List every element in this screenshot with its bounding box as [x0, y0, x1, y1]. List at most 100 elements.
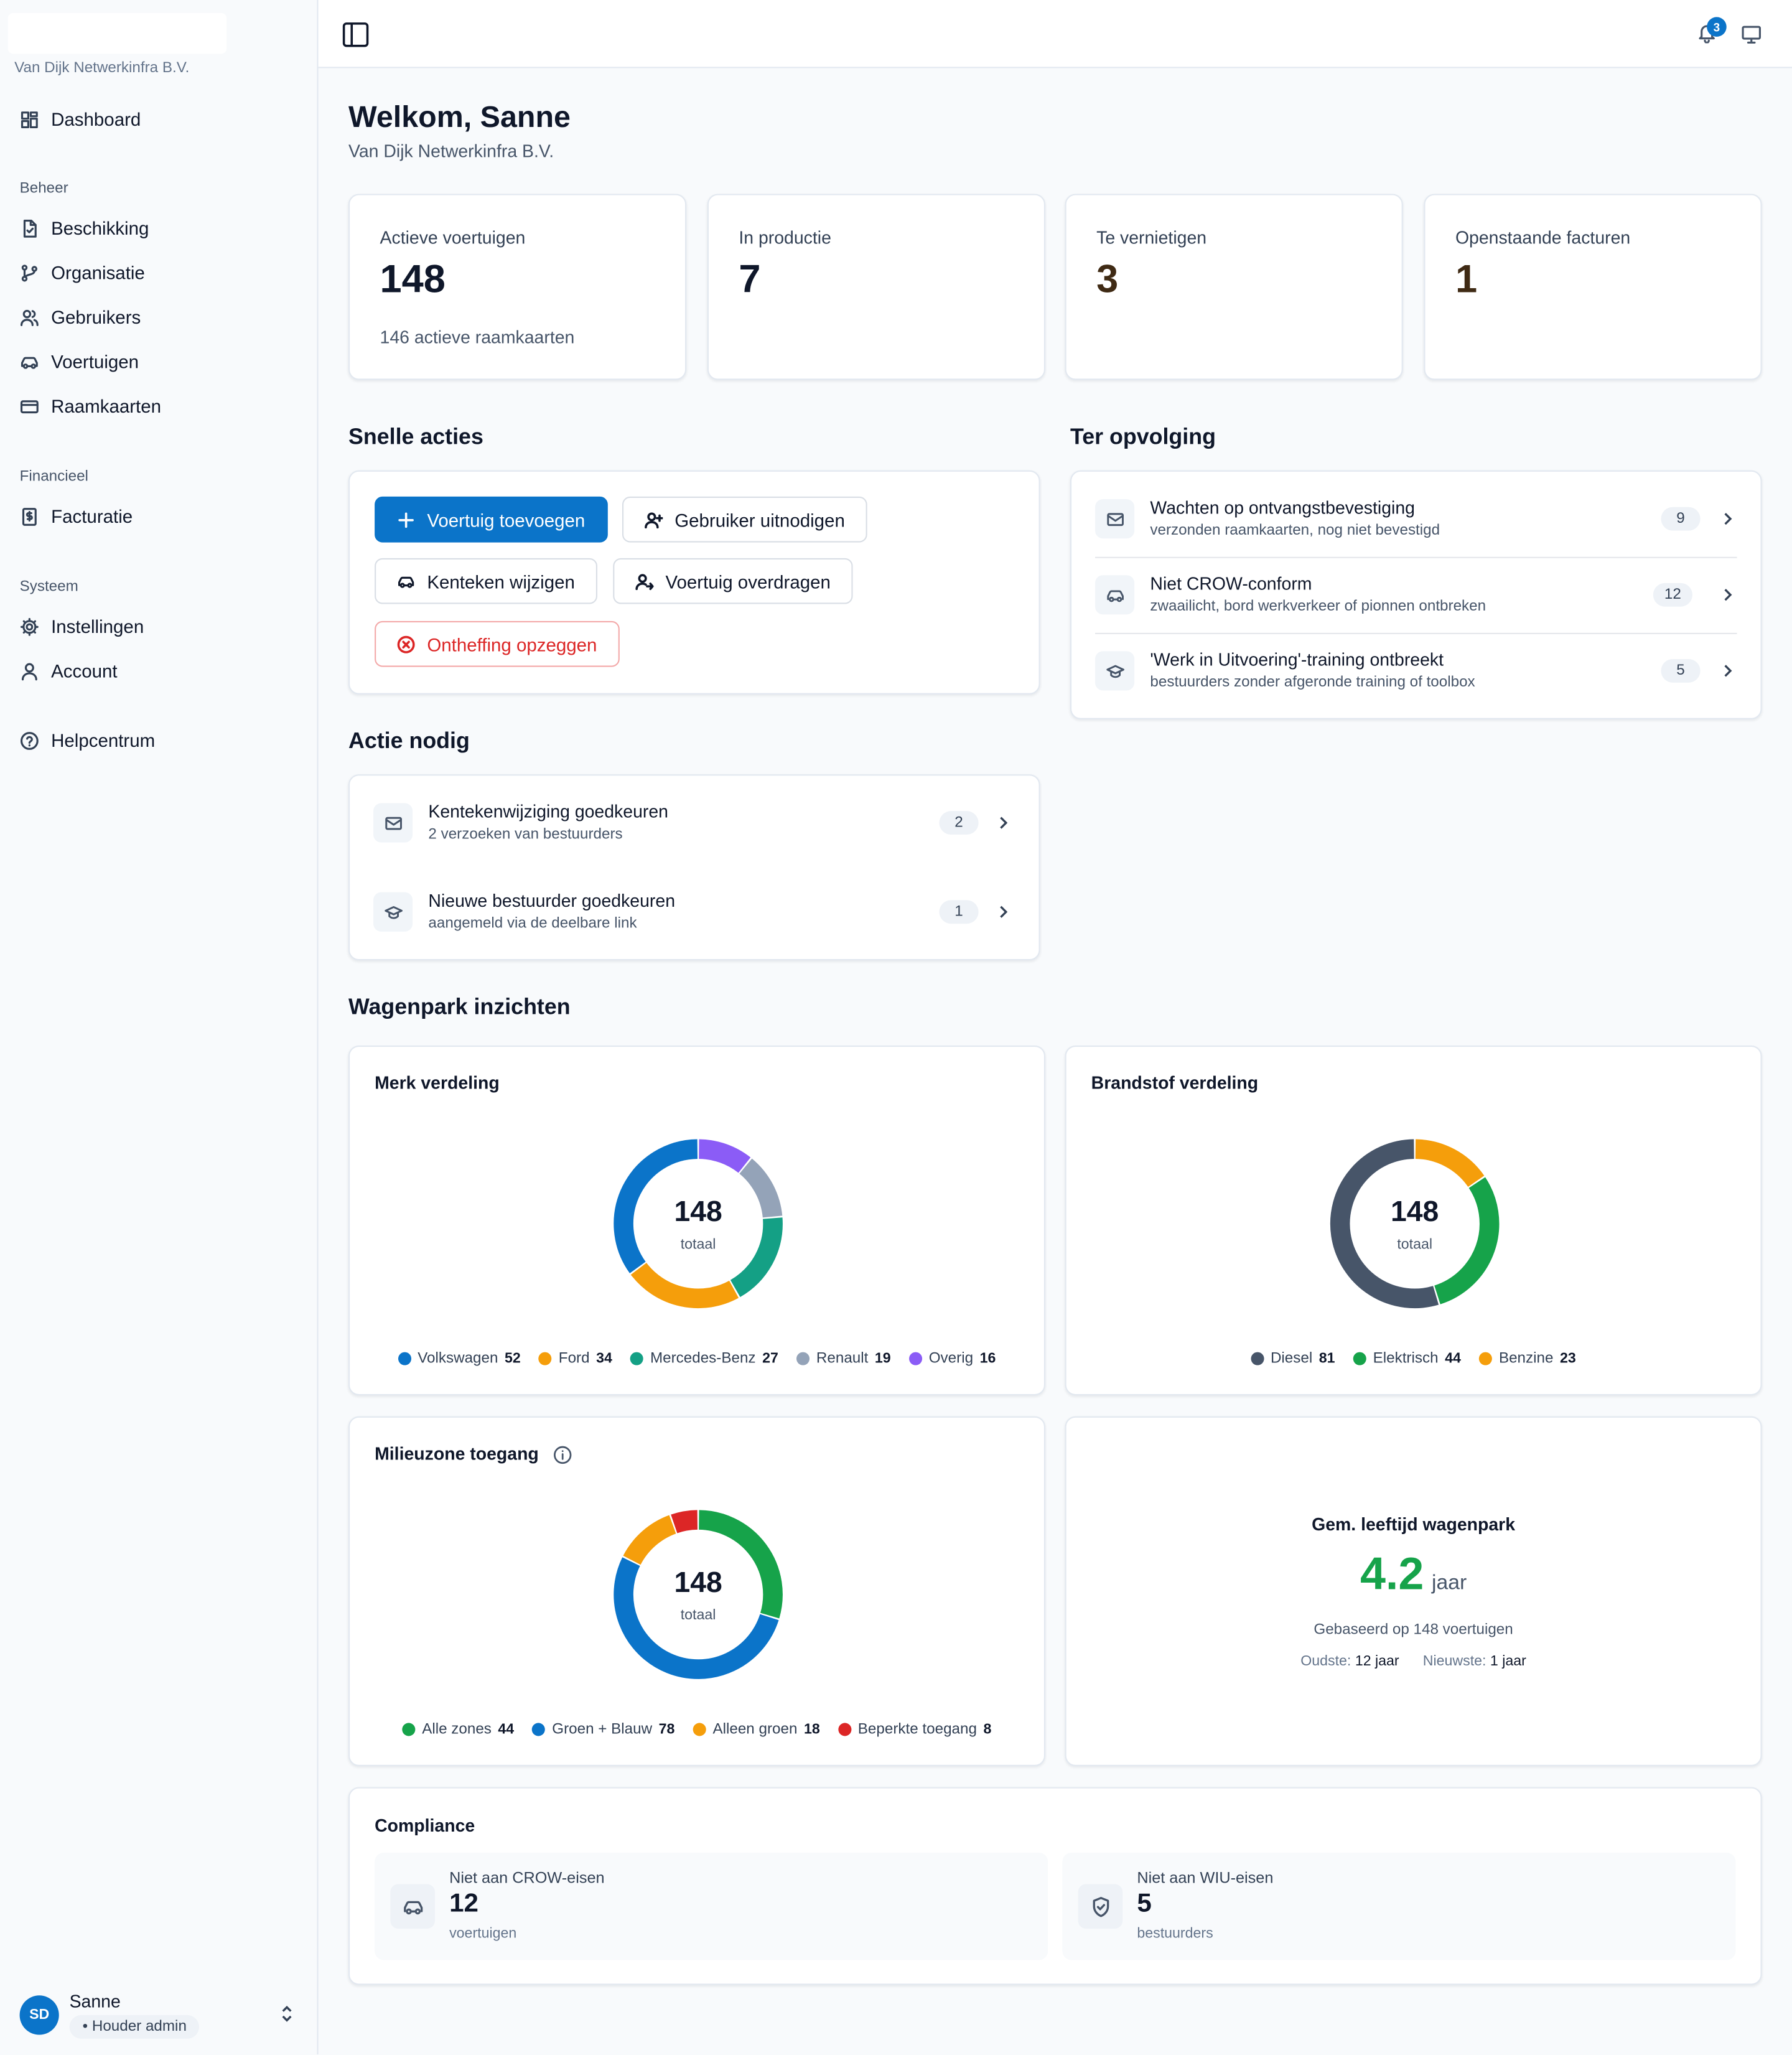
legend-item: Diesel 81	[1251, 1351, 1335, 1367]
sidebar-item-account[interactable]: Account	[20, 657, 118, 685]
legend-item: Groen + Blauw 78	[532, 1721, 675, 1738]
sidebar-item-organisatie[interactable]: Organisatie	[20, 258, 145, 287]
sidebar-section-financieel: Financieel	[19, 469, 88, 485]
add-vehicle-button[interactable]: Voertuig toevoegen	[375, 496, 608, 543]
change-plate-button[interactable]: Kenteken wijzigen	[375, 558, 597, 604]
action-needed-title: Actie nodig	[348, 728, 470, 754]
donut-slice-alleen-groen[interactable]	[623, 1515, 676, 1565]
follow-up-item[interactable]: Wachten op ontvangstbevestiging verzonde…	[1094, 482, 1737, 558]
sidebar-item-label: Raamkaarten	[51, 395, 162, 417]
button-label: Kenteken wijzigen	[427, 570, 575, 592]
legend-value: 19	[874, 1350, 891, 1367]
legend-item: Elektrisch 44	[1353, 1351, 1461, 1367]
action-item[interactable]: Kentekenwijziging goedkeuren 2 verzoeken…	[373, 786, 1015, 862]
legend-label: Elektrisch	[1373, 1350, 1439, 1367]
sidebar-item-raamkaarten[interactable]: Raamkaarten	[20, 391, 161, 420]
card-icon	[20, 400, 39, 413]
count-badge: 1	[939, 900, 979, 924]
donut-slice-overig[interactable]	[698, 1139, 751, 1173]
chevrons-up-down-icon[interactable]	[278, 2005, 296, 2023]
zone-donut-chart	[614, 1510, 783, 1679]
age-min-max: Oudste: 12 jaar Nieuwste: 1 jaar	[1066, 1654, 1761, 1669]
follow-up-item[interactable]: Niet CROW-conform zwaailicht, bord werkv…	[1094, 558, 1737, 634]
git-branch-icon	[21, 264, 37, 281]
chevron-right-icon	[1724, 665, 1732, 677]
sidebar-item-helpcentrum[interactable]: Helpcentrum	[20, 726, 155, 754]
stat-card-active-vehicles: Actieve voertuigen 148 146 actieve raamk…	[348, 194, 687, 380]
logo[interactable]	[7, 13, 227, 54]
invite-user-button[interactable]: Gebruiker uitnodigen	[622, 496, 867, 543]
legend-dot	[532, 1723, 546, 1736]
sidebar-item-label: Voertuigen	[51, 351, 139, 372]
chart-title: Milieuzone toegang	[375, 1443, 539, 1464]
donut-slice-volkswagen[interactable]	[614, 1139, 698, 1273]
sidebar-item-voertuigen[interactable]: Voertuigen	[20, 347, 139, 376]
follow-up-item[interactable]: 'Werk in Uitvoering'-training ontbreekt …	[1094, 634, 1737, 710]
info-icon[interactable]	[553, 1445, 572, 1465]
legend-value: 78	[658, 1721, 675, 1738]
cancel-exemption-button[interactable]: Ontheffing opzeggen	[375, 620, 620, 667]
comp-unit: voertuigen	[449, 1926, 517, 1942]
donut-slice-renault[interactable]	[739, 1158, 783, 1218]
donut-slice-alle-zones[interactable]	[698, 1510, 783, 1619]
donut-slice-elektrisch[interactable]	[1434, 1177, 1500, 1304]
donut-slice-beperkte-toegang[interactable]	[671, 1510, 698, 1533]
transfer-vehicle-button[interactable]: Voertuig overdragen	[613, 558, 853, 604]
sidebar-section-systeem: Systeem	[19, 579, 78, 595]
legend-item: Mercedes-Benz 27	[630, 1351, 778, 1367]
compliance-crow: Niet aan CROW-eisen 12 voertuigen	[375, 1852, 1048, 1960]
mail-icon	[385, 816, 401, 830]
graduation-cap-icon	[1106, 664, 1124, 678]
legend-value: 44	[1445, 1350, 1461, 1367]
donut-slice-groen-blauw[interactable]	[614, 1557, 779, 1679]
quick-actions-card: Voertuig toevoegen Gebruiker uitnodigen …	[348, 470, 1040, 695]
comp-icon-wrapper	[390, 1884, 435, 1929]
car-icon	[21, 356, 38, 368]
oldest-value: 12 jaar	[1355, 1653, 1399, 1670]
row-desc: verzonden raamkaarten, nog niet bevestig…	[1150, 522, 1440, 539]
users-icon	[20, 309, 39, 325]
donut-slice-mercedes-benz[interactable]	[730, 1217, 783, 1298]
sidebar-item-beschikking[interactable]: Beschikking	[20, 213, 149, 242]
sidebar-toggle-icon[interactable]	[342, 21, 369, 49]
follow-up-title: Ter opvolging	[1070, 424, 1216, 450]
sidebar-item-label: Instellingen	[51, 616, 144, 637]
donut-slice-diesel[interactable]	[1330, 1139, 1439, 1309]
sidebar-item-label: Beschikking	[51, 217, 149, 239]
mail-icon	[1106, 512, 1123, 526]
stat-sub: 146 actieve raamkaarten	[380, 327, 575, 347]
row-desc: 2 verzoeken van bestuurders	[428, 826, 623, 843]
count-badge: 5	[1661, 658, 1701, 683]
donut-total-label: totaal	[680, 1237, 716, 1253]
compliance-card: Compliance Niet aan CROW-eisen 12 voertu…	[348, 1787, 1762, 1985]
sidebar-item-dashboard[interactable]: Dashboard	[20, 105, 141, 133]
user-menu[interactable]: SD Sanne • Houder admin	[19, 1989, 302, 2041]
sidebar-item-facturatie[interactable]: Facturatie	[20, 502, 133, 530]
stat-card-open-invoices: Openstaande facturen 1	[1424, 194, 1762, 380]
legend-dot	[398, 1352, 411, 1365]
count-badge: 2	[939, 811, 979, 835]
legend-label: Diesel	[1270, 1350, 1313, 1367]
shield-check-icon	[1092, 1896, 1109, 1917]
action-item[interactable]: Nieuwe bestuurder goedkeuren aangemeld v…	[373, 875, 1015, 951]
legend-label: Alleen groen	[712, 1721, 798, 1738]
donut-slice-ford[interactable]	[630, 1262, 739, 1309]
stat-label: Actieve voertuigen	[380, 228, 526, 248]
monitor-icon[interactable]	[1741, 24, 1762, 45]
legend-dot	[1479, 1352, 1493, 1365]
sidebar: Van Dijk Netwerkinfra B.V. Dashboard Beh…	[0, 0, 319, 2055]
legend-dot	[796, 1352, 810, 1365]
receipt-icon	[22, 507, 37, 525]
car-icon	[398, 576, 414, 587]
sidebar-item-instellingen[interactable]: Instellingen	[20, 612, 144, 640]
legend-label: Ford	[558, 1350, 590, 1367]
chart-title: Brandstof verdeling	[1091, 1073, 1259, 1093]
donut-slice-benzine[interactable]	[1415, 1139, 1485, 1187]
stat-label: In productie	[739, 228, 831, 248]
sidebar-item-gebruikers[interactable]: Gebruikers	[20, 302, 141, 331]
donut-total-label: totaal	[1397, 1237, 1433, 1253]
chart-legend: Volkswagen 52 Ford 34 Mercedes-Benz 27 Renault…	[350, 1351, 1044, 1367]
newest-value: 1 jaar	[1490, 1653, 1526, 1670]
grid-icon	[21, 111, 38, 128]
